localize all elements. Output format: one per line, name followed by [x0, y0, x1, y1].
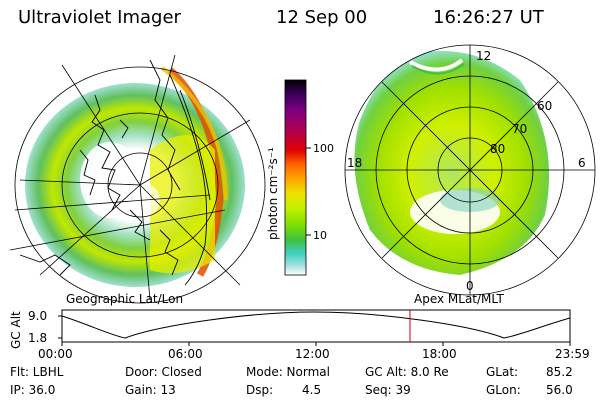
- land-region: [150, 135, 215, 274]
- info-glat-label: GLat:: [486, 365, 519, 379]
- timeline-xtick: 12:00: [295, 347, 330, 361]
- lat-lon-grid: [9, 54, 266, 304]
- colorbar-tick-10: 10: [313, 229, 327, 242]
- info-seq: Seq: 39: [365, 383, 411, 397]
- colorbar: [284, 79, 307, 276]
- mlat-label-60: 60: [537, 99, 552, 113]
- timeline-xtick: 00:00: [38, 347, 73, 361]
- mlat-label-80: 80: [490, 142, 505, 156]
- timeline-xtick: 18:00: [422, 347, 457, 361]
- info-dsp-value: 4.5: [302, 383, 322, 397]
- magnetic-map: [344, 44, 596, 296]
- mlat-label-70: 70: [512, 122, 527, 136]
- info-mode: Mode: Normal: [246, 365, 330, 379]
- left-map-label: Geographic Lat/Lon: [66, 292, 183, 306]
- mlat-mlt-grid: [344, 44, 596, 296]
- coastlines: [19, 59, 211, 286]
- header-time: 16:26:27 UT: [433, 7, 544, 28]
- altitude-timeline: [58, 309, 571, 346]
- info-glon-value: 56.0: [546, 383, 573, 397]
- colorbar-unit: photon cm⁻²s⁻¹: [266, 147, 280, 240]
- info-dsp-label: Dsp:: [246, 383, 274, 397]
- timeline-xtick: 06:00: [168, 347, 203, 361]
- info-gain: Gain: 13: [125, 383, 176, 397]
- timeline-ytick-max: 9.0: [28, 309, 47, 323]
- timeline-ylabel: GC Alt: [9, 311, 23, 349]
- info-gc-alt: GC Alt: 8.0 Re: [365, 365, 449, 379]
- timeline-ytick-min: 1.8: [28, 331, 47, 345]
- aurora-oval-right: [354, 50, 550, 276]
- info-glat-value: 85.2: [546, 365, 573, 379]
- info-door: Door: Closed: [125, 365, 202, 379]
- mlt-label-0: 0: [466, 279, 474, 293]
- info-ip: IP: 36.0: [10, 383, 56, 397]
- timeline-xtick: 23:59: [555, 347, 590, 361]
- colorbar-tick-100: 100: [313, 142, 334, 155]
- info-filter: Flt: LBHL: [10, 365, 64, 379]
- mlt-label-6: 6: [578, 156, 586, 170]
- header-date: 12 Sep 00: [276, 7, 368, 28]
- mlt-label-18: 18: [347, 156, 362, 170]
- altitude-curve: [61, 311, 571, 339]
- info-glon-label: GLon:: [486, 383, 521, 397]
- mlt-label-12: 12: [476, 49, 491, 63]
- app-title: Ultraviolet Imager: [18, 7, 181, 28]
- geographic-map: [9, 54, 266, 304]
- right-map-label: Apex MLat/MLT: [414, 292, 504, 306]
- timeline-ticks: [58, 315, 571, 346]
